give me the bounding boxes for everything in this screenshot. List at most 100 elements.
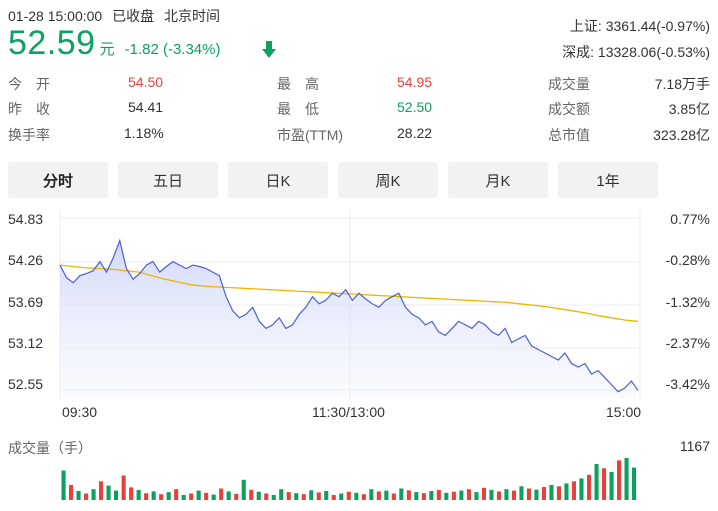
y-tick-label: 52.55	[8, 376, 44, 392]
volume-bar	[309, 490, 314, 500]
low-value: 52.50	[397, 99, 433, 115]
volume-bar	[594, 464, 599, 500]
volume-bar	[587, 474, 592, 500]
volume-bar	[496, 491, 501, 500]
volume-bar	[211, 494, 216, 500]
volume-bar	[406, 490, 411, 500]
volume-bar	[617, 460, 622, 500]
timezone-label: 北京时间	[163, 8, 220, 24]
intraday-chart[interactable]	[0, 200, 718, 511]
volume-bar	[556, 486, 561, 500]
high-label: 最 高	[277, 76, 319, 92]
volume-bar	[144, 493, 149, 500]
volume-bar	[226, 491, 231, 500]
volume-bar	[429, 491, 434, 500]
volume-value: 7.18万手	[654, 76, 710, 92]
turnover-value: 1.18%	[124, 125, 164, 141]
volume-bar	[316, 492, 321, 500]
price-row: 52.59 元 -1.82 (-3.34%)	[8, 24, 220, 64]
quote-stats: 今 开 54.50 昨 收 54.41 换手率 1.18% 最 高 54.95 …	[0, 70, 718, 145]
open-label: 今 开	[8, 76, 50, 92]
index-shenzhen[interactable]: 深成: 13328.06(-0.53%)	[562, 42, 710, 62]
index-name: 深成:	[562, 44, 595, 60]
volume-bar	[602, 468, 607, 500]
index-name: 上证:	[569, 18, 602, 34]
volume-bar	[99, 481, 104, 500]
volume-bar	[196, 490, 201, 500]
market-status: 已收盘	[112, 8, 155, 24]
chart-period-tabs: 分时 五日 日K 周K 月K 1年	[8, 162, 658, 198]
low-label: 最 低	[277, 101, 319, 117]
tab-daily-k[interactable]: 日K	[228, 162, 328, 198]
y-tick-label: 53.12	[8, 335, 44, 351]
tab-one-year[interactable]: 1年	[558, 162, 658, 198]
volume-bar	[571, 481, 576, 500]
volume-bar	[324, 491, 329, 500]
current-price: 52.59	[8, 24, 96, 62]
volume-bar	[474, 492, 479, 500]
x-tick-label: 11:30/13:00	[312, 404, 385, 420]
volume-bar	[301, 494, 306, 500]
volume-bar	[489, 489, 494, 500]
volume-bar	[384, 490, 389, 500]
volume-bar	[294, 493, 299, 500]
quote-datetime: 01-28 15:00:00	[8, 8, 103, 24]
volume-bar	[76, 491, 81, 500]
tab-intraday[interactable]: 分时	[8, 162, 108, 198]
volume-bar	[159, 494, 164, 500]
y-tick-label: 53.69	[8, 294, 44, 310]
volume-bar	[189, 493, 194, 500]
volume-bars	[61, 458, 637, 500]
y-tick-label: 54.83	[8, 211, 44, 227]
volume-bar	[354, 492, 359, 500]
volume-bar	[241, 479, 246, 500]
volume-bar	[106, 485, 111, 500]
mktcap-label: 总市值	[548, 127, 590, 143]
arrow-down-icon	[262, 41, 276, 58]
price-unit: 元	[99, 41, 115, 58]
volume-bar	[481, 487, 486, 500]
volume-bar	[339, 493, 344, 500]
volume-bar	[549, 484, 554, 500]
volume-bar	[234, 493, 239, 500]
volume-bar	[204, 492, 209, 500]
quote-status: 01-28 15:00:00 已收盘 北京时间	[8, 6, 226, 26]
volume-bar	[369, 489, 374, 500]
pct-tick-label: -3.42%	[665, 376, 710, 392]
volume-max-label: 1167	[679, 438, 710, 454]
volume-bar	[331, 495, 336, 500]
volume-bar	[174, 489, 179, 500]
volume-bar	[249, 489, 254, 500]
volume-bar	[564, 483, 569, 500]
amount-value: 3.85亿	[668, 101, 710, 117]
volume-bar	[534, 489, 539, 500]
volume-bar	[511, 490, 516, 500]
price-line	[59, 238, 639, 393]
volume-label: 成交量	[548, 76, 590, 92]
volume-bar	[121, 475, 126, 500]
tab-monthly-k[interactable]: 月K	[448, 162, 548, 198]
volume-bar	[421, 493, 426, 500]
open-value: 54.50	[128, 74, 164, 90]
volume-bar	[414, 492, 419, 500]
volume-bar	[279, 489, 284, 500]
volume-bar	[69, 484, 74, 500]
volume-bar	[504, 489, 509, 500]
volume-bar	[264, 493, 269, 500]
volume-bar	[444, 492, 449, 500]
volume-bar	[84, 493, 89, 500]
y-tick-label: 54.26	[8, 252, 44, 268]
volume-bar	[399, 488, 404, 500]
high-value: 54.95	[397, 74, 433, 90]
index-shanghai[interactable]: 上证: 3361.44(-0.97%)	[570, 16, 710, 36]
tab-five-day[interactable]: 五日	[118, 162, 218, 198]
volume-bar	[519, 486, 524, 500]
volume-bar	[391, 493, 396, 500]
volume-bar	[624, 458, 629, 500]
pe-value: 28.22	[397, 125, 433, 141]
volume-bar	[541, 487, 546, 500]
pct-tick-label: 0.77%	[670, 211, 710, 227]
volume-bar	[466, 489, 471, 500]
tab-weekly-k[interactable]: 周K	[338, 162, 438, 198]
volume-bar	[451, 491, 456, 500]
